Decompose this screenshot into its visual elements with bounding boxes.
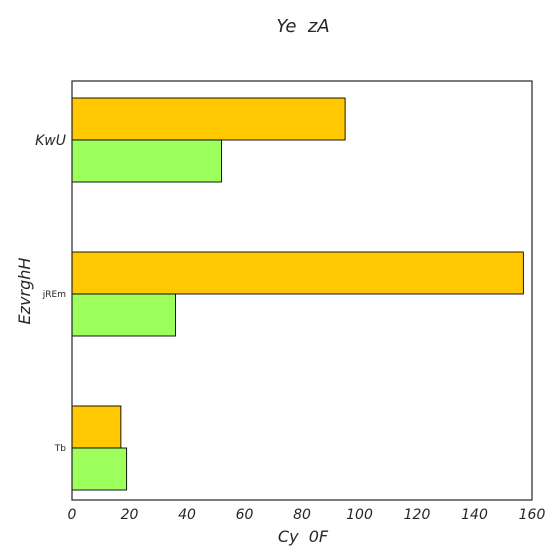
y-tick-jrem: jREm [42, 290, 66, 300]
bars-layer [71, 97, 524, 491]
y-axis-label: EzvrghH [15, 258, 34, 325]
bar-kwu-series-1 [71, 97, 346, 141]
y-tick-tb: Tb [54, 444, 66, 454]
x-tick-0: 0 [68, 507, 77, 523]
x-tick-40: 40 [178, 507, 196, 523]
x-tick-20: 20 [121, 507, 139, 523]
x-tick-labels: 0 20 40 60 80 100 120 140 160 [68, 507, 546, 523]
x-tick-80: 80 [293, 507, 311, 523]
chart-title: Ye zA [276, 16, 329, 37]
x-tick-160: 160 [519, 507, 546, 523]
x-tick-140: 140 [461, 507, 488, 523]
x-tick-120: 120 [404, 507, 431, 523]
x-tick-60: 60 [236, 507, 254, 523]
x-axis-label: Cy 0F [278, 527, 329, 546]
y-tick-labels: KwU jREm Tb [35, 133, 66, 454]
y-tick-kwu: KwU [35, 133, 66, 149]
bar-tb-series-1 [71, 405, 122, 449]
bar-jrem-series-1 [71, 251, 524, 295]
x-tick-100: 100 [346, 507, 373, 523]
bar-tb-series-2 [71, 447, 128, 491]
bar-jrem-series-2 [71, 293, 176, 337]
plot-frame [71, 80, 533, 501]
bar-kwu-series-2 [71, 139, 222, 183]
